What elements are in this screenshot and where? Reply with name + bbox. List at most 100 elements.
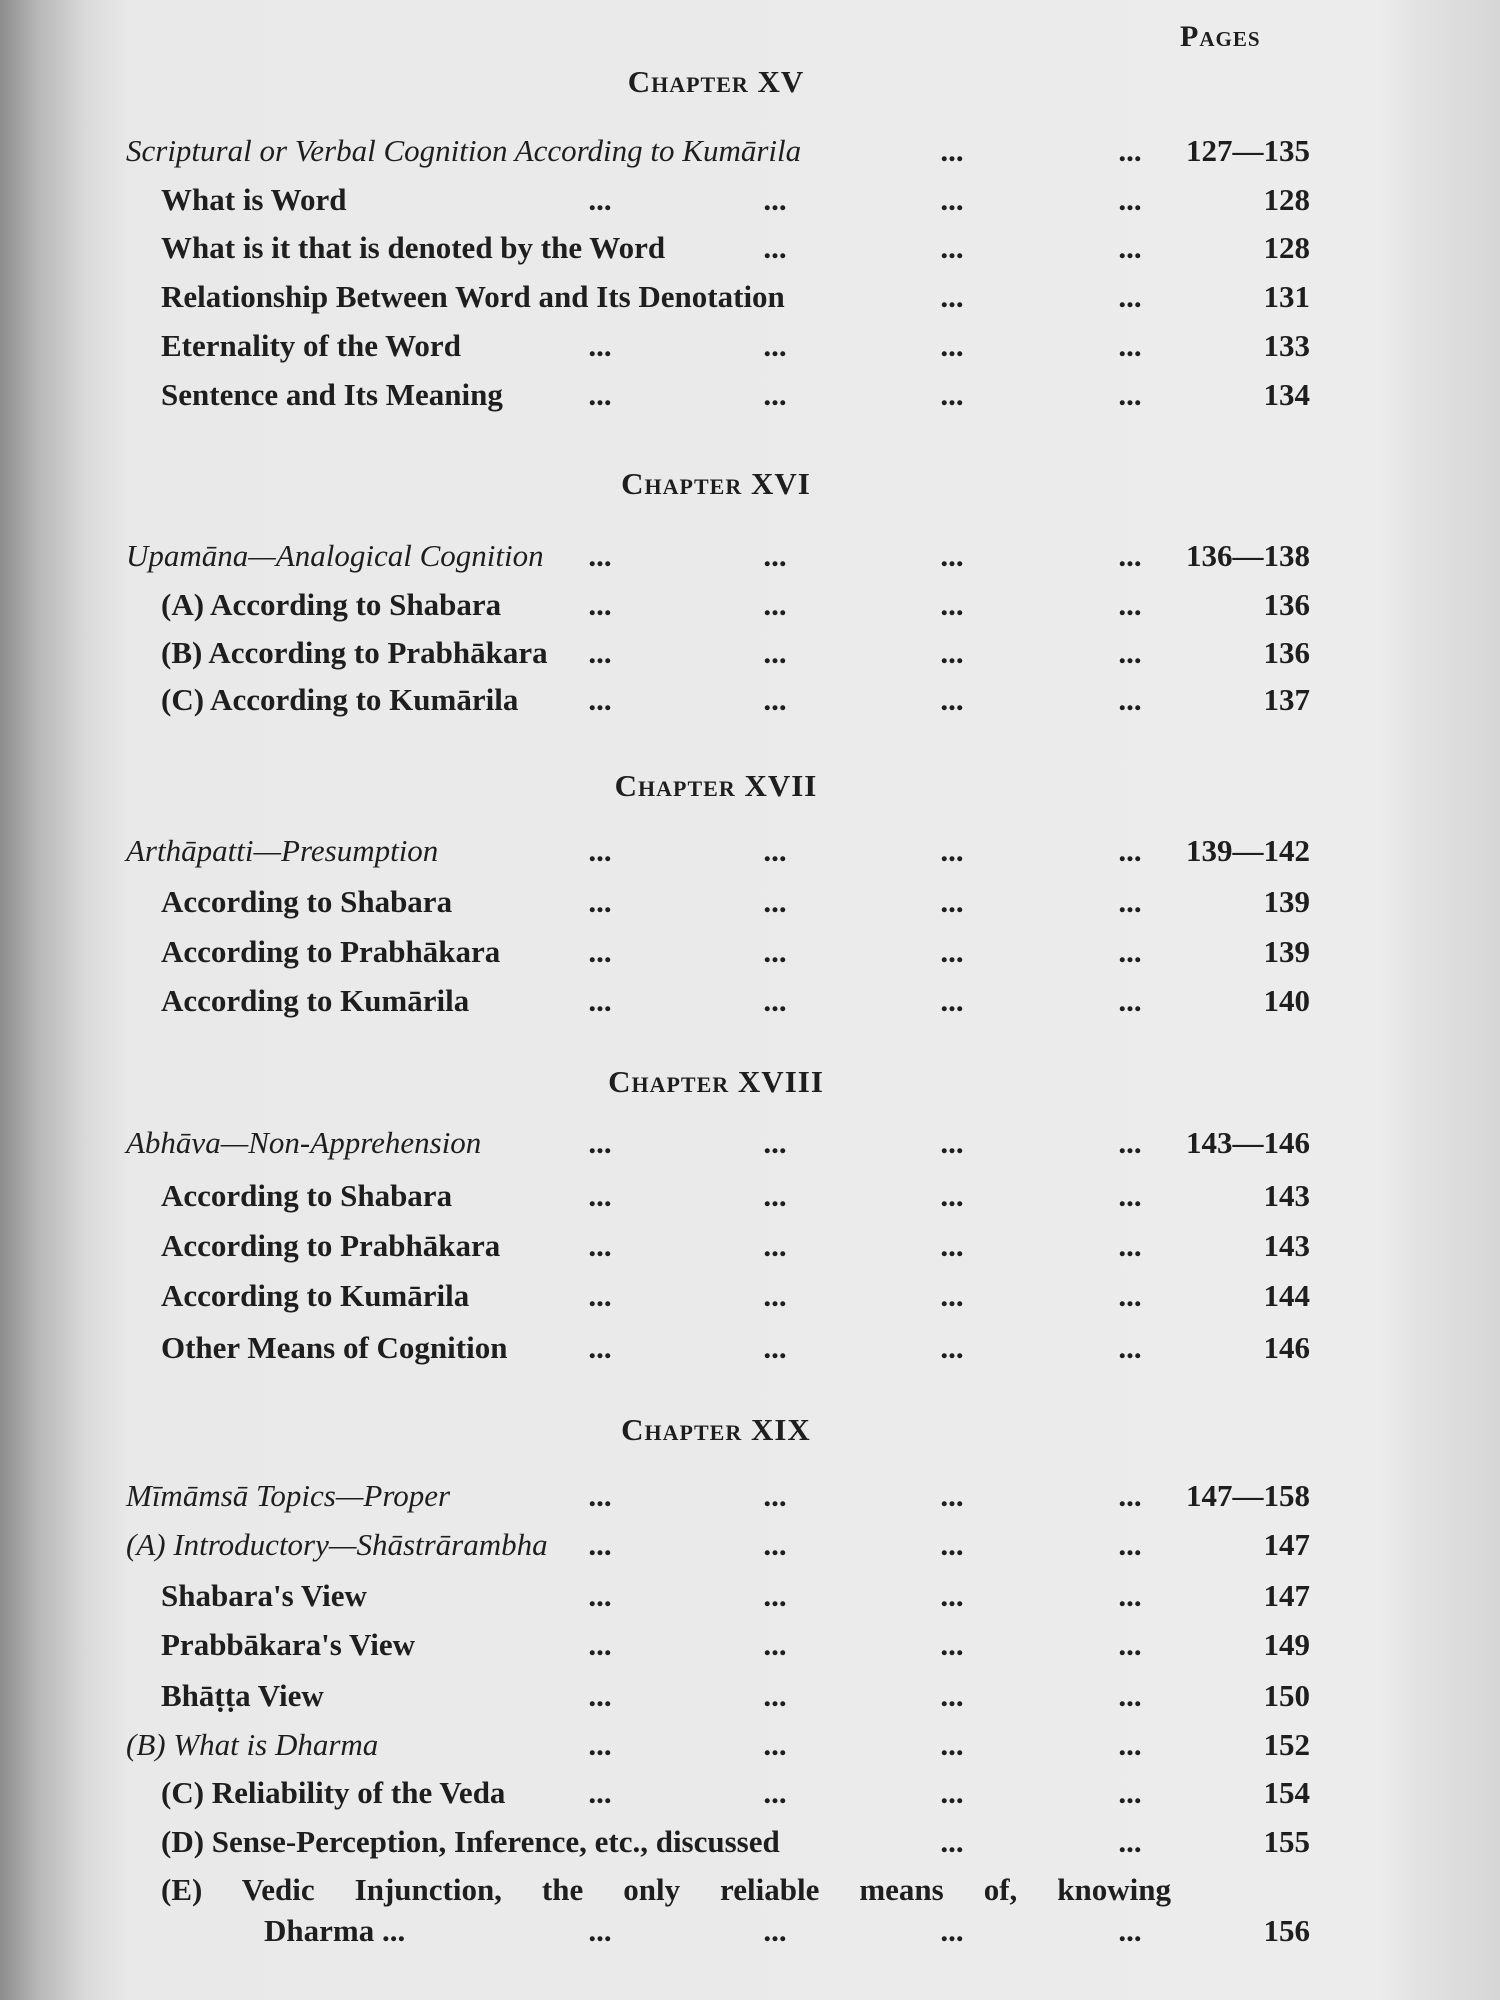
toc-entry[interactable]: Arthāpatti—Presumption 139—142...........…: [0, 831, 1500, 871]
leader-dots: ...: [940, 279, 964, 314]
leader-dots: ...: [763, 1330, 787, 1365]
toc-entry[interactable]: Dharma ............... 156: [0, 1911, 1500, 1951]
leader-dots: ...: [588, 1727, 612, 1762]
toc-entry-label: According to Prabhākara: [161, 1228, 501, 1263]
toc-entry[interactable]: According to Prabhākara 143............: [0, 1226, 1500, 1266]
toc-entry[interactable]: Prabbākara's View 149............: [0, 1625, 1500, 1665]
leader-dots: ...: [588, 833, 612, 868]
leader-dots: ...: [940, 1330, 964, 1365]
leader-dots: ...: [588, 1125, 612, 1160]
leader-dots: ...: [588, 1578, 612, 1613]
page-number: 134: [1263, 377, 1311, 412]
page-number: 144: [1263, 1278, 1311, 1313]
leader-dots: ...: [588, 538, 612, 573]
leader-dots: ...: [1118, 279, 1142, 314]
toc-entry[interactable]: What is it that is denoted by the Word 12…: [0, 228, 1500, 268]
page-number: 128: [1263, 230, 1311, 265]
page-number: 143—146: [1186, 1125, 1310, 1160]
leader-dots: ...: [940, 587, 964, 622]
toc-entry[interactable]: (B) According to Prabhākara 136..........…: [0, 633, 1500, 673]
leader-dots: ...: [763, 587, 787, 622]
leader-dots: ...: [1118, 1775, 1142, 1810]
toc-entry[interactable]: Other Means of Cognition 146............: [0, 1328, 1500, 1368]
leader-dots: ...: [940, 1727, 964, 1762]
toc-entry-label: (D) Sense-Perception, Inference, etc., d…: [161, 1824, 780, 1859]
toc-entry[interactable]: Mīmāmsā Topics—Proper 147—158............: [0, 1476, 1500, 1516]
toc-entry-label: According to Prabhākara: [161, 934, 501, 969]
leader-dots: ...: [1118, 1278, 1142, 1313]
leader-dots: ...: [1118, 182, 1142, 217]
leader-dots: ...: [940, 884, 964, 919]
toc-entry[interactable]: According to Kumārila 140............: [0, 981, 1500, 1021]
leader-dots: ...: [588, 1278, 612, 1313]
page-number: 154: [1263, 1775, 1311, 1810]
chapter-heading: Chapter XVI: [621, 466, 811, 501]
toc-entry[interactable]: (C) According to Kumārila 137............: [0, 680, 1500, 720]
leader-dots: ...: [940, 635, 964, 670]
leader-dots: ...: [588, 934, 612, 969]
toc-entry[interactable]: (C) Reliability of the Veda 154..........…: [0, 1773, 1500, 1813]
leader-dots: ...: [1118, 1125, 1142, 1160]
leader-dots: ...: [763, 983, 787, 1018]
leader-dots: ...: [940, 1527, 964, 1562]
toc-entry[interactable]: Abhāva—Non-Apprehension 143—146..........…: [0, 1123, 1500, 1163]
toc-entry-label: Sentence and Its Meaning: [161, 377, 503, 412]
leader-dots: ...: [1118, 1330, 1142, 1365]
toc-entry[interactable]: What is Word 128............: [0, 180, 1500, 220]
toc-entry[interactable]: (A) Introductory—Shāstrārambha 147.......…: [0, 1525, 1500, 1565]
toc-entry-label: Upamāna—Analogical Cognition: [126, 538, 544, 573]
leader-dots: ...: [763, 1727, 787, 1762]
toc-entry-label: Scriptural or Verbal Cognition According…: [126, 133, 802, 168]
toc-entry[interactable]: Relationship Between Word and Its Denota…: [0, 277, 1500, 317]
leader-dots: ...: [588, 377, 612, 412]
toc-entry[interactable]: According to Shabara 143............: [0, 1176, 1500, 1216]
pages-column-heading: Pages: [1180, 20, 1261, 53]
toc-entry[interactable]: Scriptural or Verbal Cognition According…: [0, 131, 1500, 171]
toc-entry-label: (B) What is Dharma: [126, 1727, 379, 1762]
toc-entry-label: According to Shabara: [161, 1178, 453, 1213]
leader-dots: ...: [763, 1527, 787, 1562]
page-number: 139: [1263, 934, 1311, 969]
leader-dots: ...: [1118, 1913, 1142, 1948]
toc-entry[interactable]: Shabara's View 147............: [0, 1576, 1500, 1616]
leader-dots: ...: [1118, 133, 1142, 168]
leader-dots: ...: [940, 1627, 964, 1662]
leader-dots: ...: [763, 934, 787, 969]
page-number: 127—135: [1186, 133, 1310, 168]
toc-entry[interactable]: (A) According to Shabara 136............: [0, 585, 1500, 625]
toc-entry-label: What is Word: [161, 182, 347, 217]
leader-dots: ...: [763, 377, 787, 412]
toc-entry[interactable]: According to Shabara 139............: [0, 882, 1500, 922]
leader-dots: ...: [588, 884, 612, 919]
page-number: 147—158: [1186, 1478, 1310, 1513]
leader-dots: ...: [940, 983, 964, 1018]
leader-dots: ...: [588, 1527, 612, 1562]
leader-dots: ...: [763, 1178, 787, 1213]
toc-entry[interactable]: Eternality of the Word 133............: [0, 326, 1500, 366]
page-number: 143: [1263, 1178, 1311, 1213]
leader-dots: ...: [588, 587, 612, 622]
toc-entry[interactable]: According to Kumārila 144............: [0, 1276, 1500, 1316]
leader-dots: ...: [763, 1627, 787, 1662]
page-number: 136: [1263, 635, 1311, 670]
toc-entry-label[interactable]: (E) Vedic Injunction, the only reliable …: [161, 1872, 1171, 1907]
toc-entry[interactable]: According to Prabhākara 139............: [0, 932, 1500, 972]
toc-entry[interactable]: Bhāṭṭa View 150............: [0, 1676, 1500, 1716]
toc-entry-label: Prabbākara's View: [161, 1627, 416, 1662]
leader-dots: ...: [940, 230, 964, 265]
leader-dots: ...: [940, 1913, 964, 1948]
leader-dots: ...: [1118, 1627, 1142, 1662]
page-number: 128: [1263, 182, 1311, 217]
leader-dots: ...: [940, 833, 964, 868]
leader-dots: ...: [1118, 1727, 1142, 1762]
toc-entry-label: Arthāpatti—Presumption: [126, 833, 439, 868]
leader-dots: ...: [940, 1578, 964, 1613]
toc-entry[interactable]: (D) Sense-Perception, Inference, etc., d…: [0, 1822, 1500, 1862]
leader-dots: ...: [1118, 1478, 1142, 1513]
toc-entry[interactable]: (B) What is Dharma 152............: [0, 1725, 1500, 1765]
leader-dots: ...: [940, 682, 964, 717]
toc-entry[interactable]: Upamāna—Analogical Cognition 136—138.....…: [0, 536, 1500, 576]
page-number: 139—142: [1186, 833, 1310, 868]
toc-entry[interactable]: Sentence and Its Meaning 134............: [0, 375, 1500, 415]
toc-entry-label: According to Kumārila: [161, 983, 470, 1018]
